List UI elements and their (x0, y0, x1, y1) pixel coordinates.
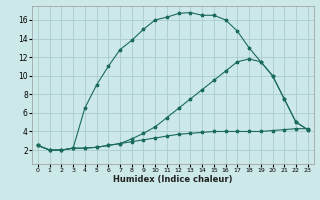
X-axis label: Humidex (Indice chaleur): Humidex (Indice chaleur) (113, 175, 233, 184)
